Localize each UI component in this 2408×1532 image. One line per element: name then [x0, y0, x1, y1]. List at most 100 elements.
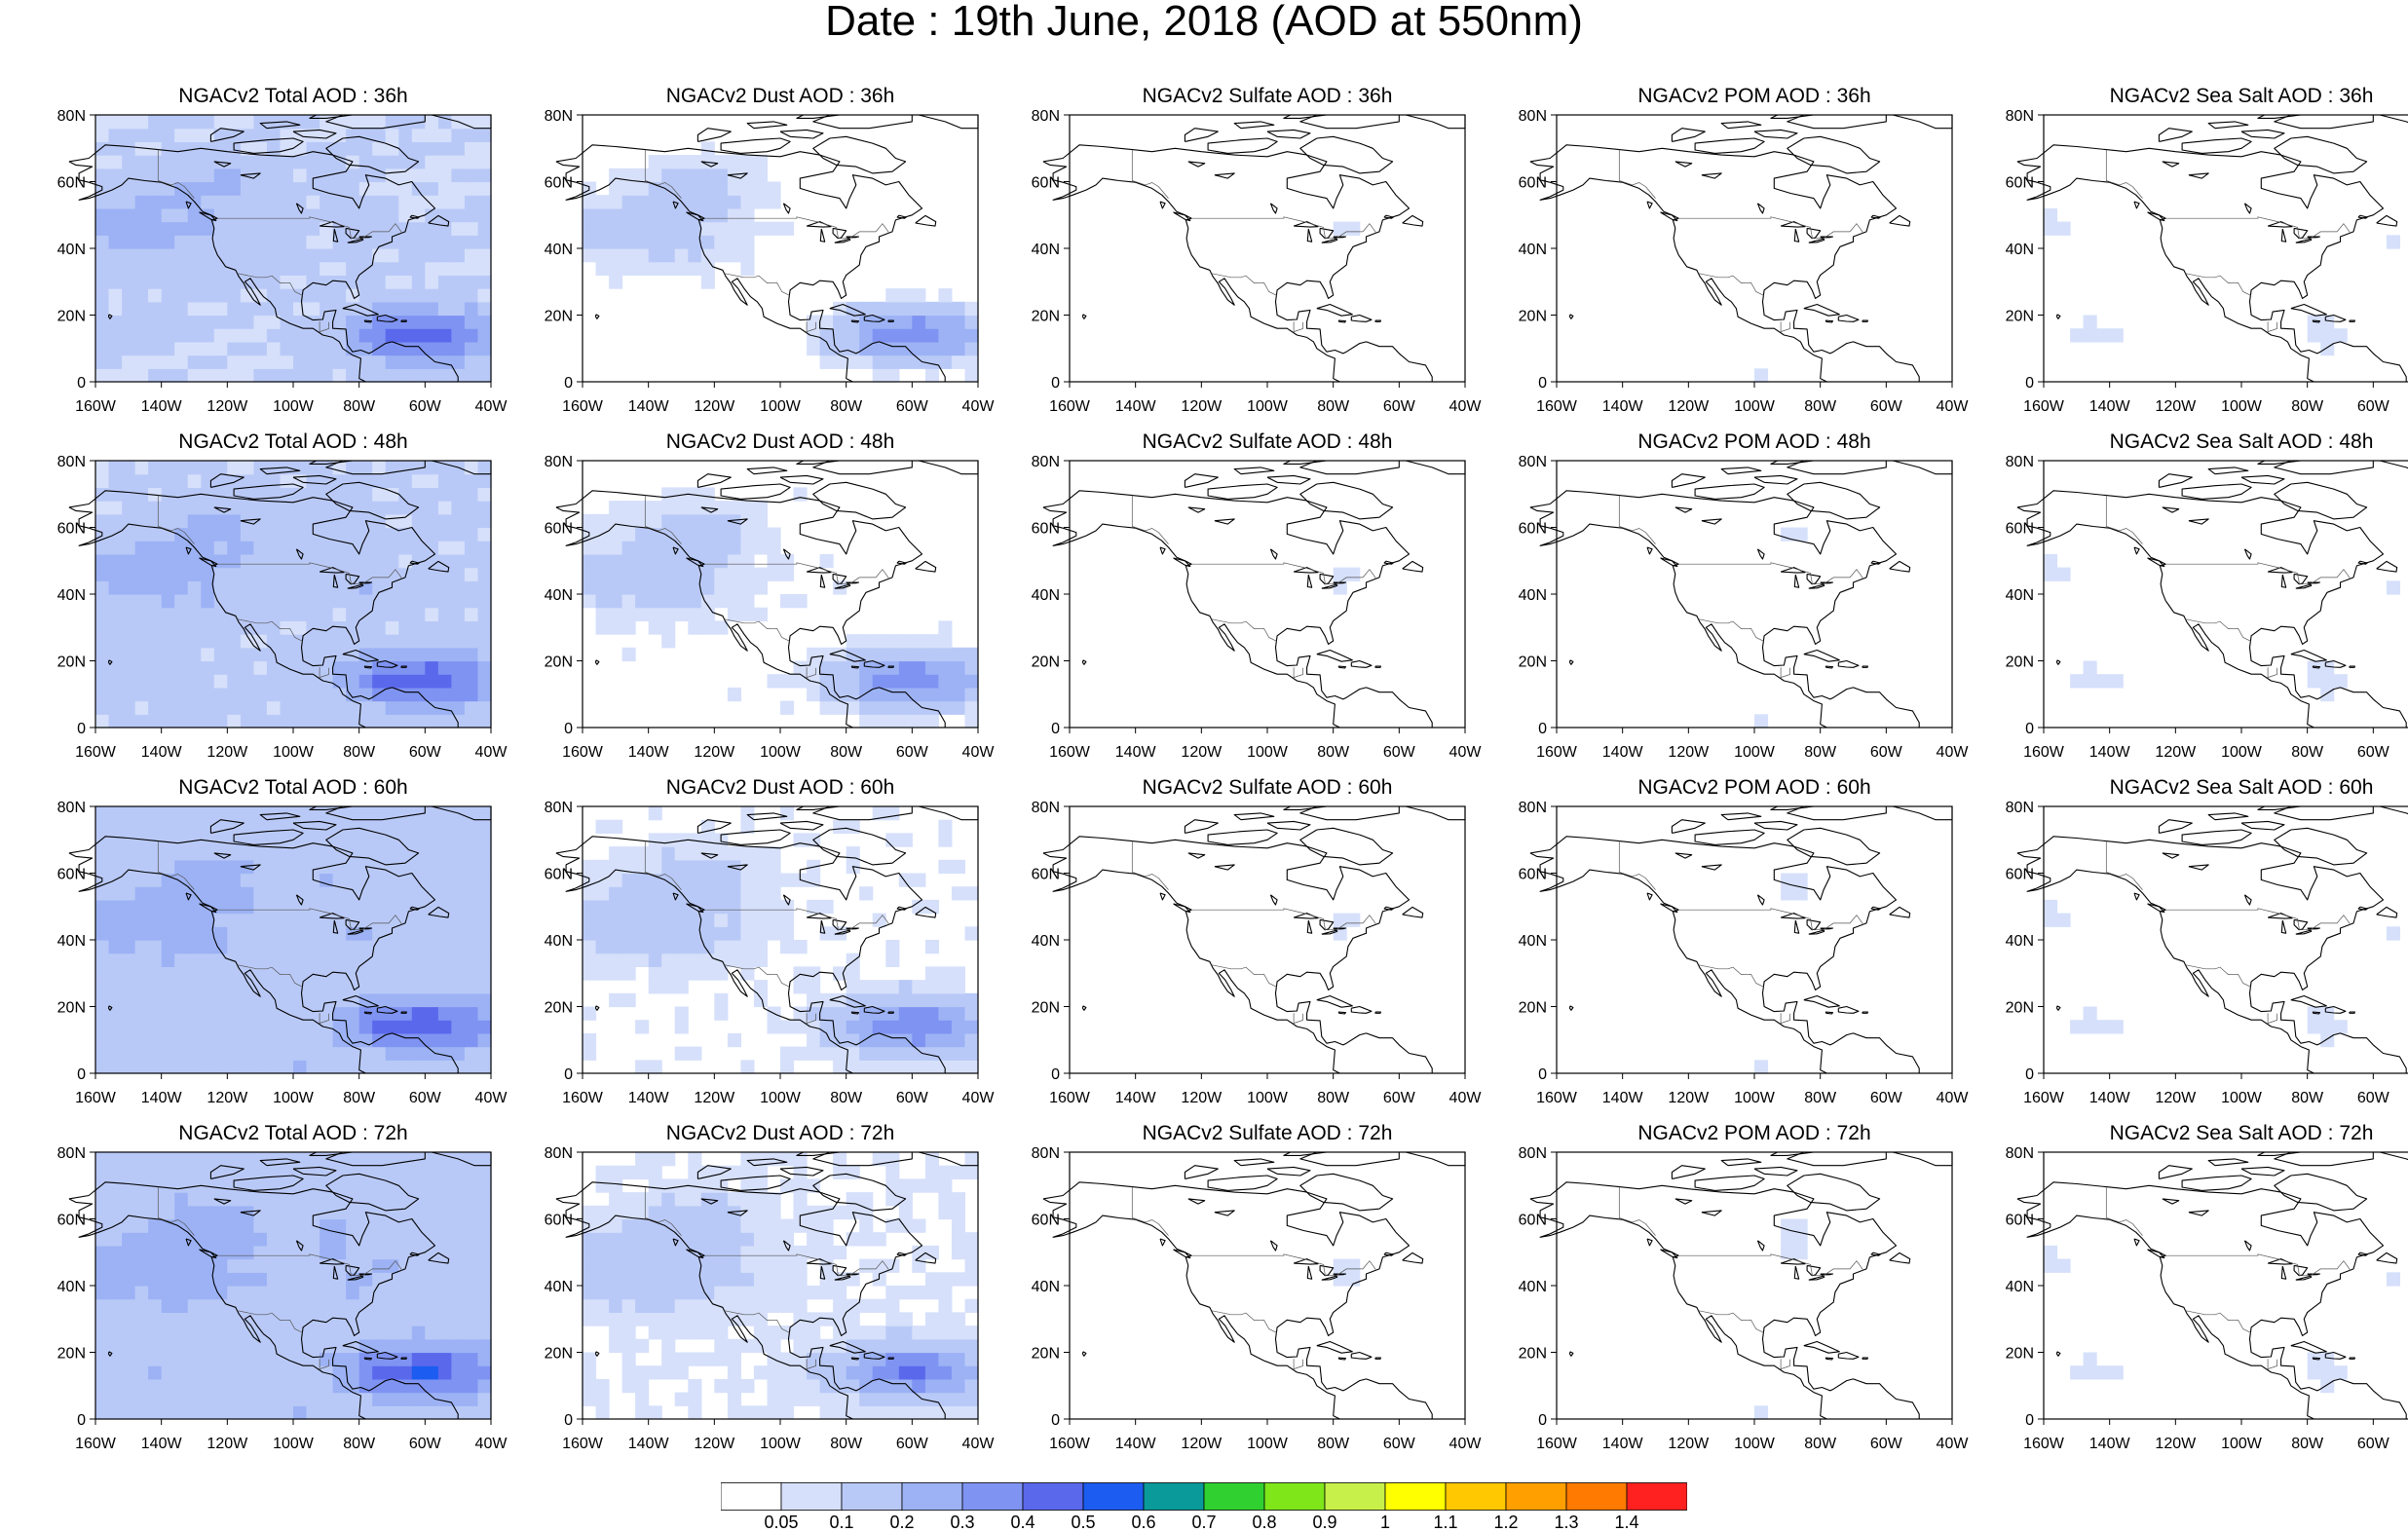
panel-title: NGACv2 Dust AOD : 72h	[665, 1122, 895, 1144]
x-tick-label: 60W	[409, 744, 442, 761]
x-tick-label: 140W	[1602, 398, 1644, 415]
x-tick-label: 140W	[2089, 1090, 2131, 1106]
panel-title: NGACv2 Sea Salt AOD : 72h	[2109, 1122, 2374, 1144]
y-tick-label: 0	[1051, 1412, 1060, 1429]
aod-field	[583, 1152, 979, 1420]
x-tick-label: 80W	[2291, 744, 2324, 761]
map-panel-dust-0: 160W 140W 120W 100W 80W 60W 40W 0 20N 40N 60N 80N NG…	[534, 86, 1021, 427]
x-tick-label: 60W	[2357, 1090, 2390, 1106]
y-tick-label: 80N	[2006, 108, 2034, 125]
y-tick-label: 40N	[545, 242, 573, 258]
coastlines	[1529, 1151, 1953, 1420]
plot-frame	[1556, 805, 1953, 1074]
x-tick-label: 80W	[1317, 744, 1350, 761]
aod-field	[1754, 1218, 1808, 1420]
x-tick-label: 120W	[1181, 1090, 1223, 1106]
y-tick-label: 20N	[57, 654, 86, 671]
y-tick-label: 80N	[1032, 1145, 1060, 1162]
x-tick-label: 160W	[1049, 1436, 1091, 1452]
x-tick-label: 80W	[830, 744, 863, 761]
x-tick-label: 80W	[830, 1090, 863, 1106]
x-tick-label: 80W	[1804, 398, 1837, 415]
y-tick-label: 0	[1538, 1412, 1547, 1429]
aod-field	[1333, 567, 1361, 595]
x-tick-label: 40W	[1449, 1090, 1483, 1106]
map-panel-seasalt-2: 160W140W120W100W80W60W40W020N40N60N80NNG…	[1995, 777, 2408, 1118]
aod-field	[95, 806, 492, 1074]
x-tick-label: 120W	[694, 1090, 735, 1106]
y-tick-label: 80N	[545, 800, 573, 816]
colorbar-label: 0.05	[764, 1513, 799, 1532]
x-tick-label: 140W	[1115, 1090, 1157, 1106]
x-tick-label: 40W	[1937, 744, 1970, 761]
x-tick-label: 160W	[75, 398, 117, 415]
y-tick-label: 20N	[57, 309, 86, 325]
colorbar-label: 1	[1379, 1513, 1391, 1532]
panel-title: NGACv2 Sulfate AOD : 60h	[1142, 776, 1393, 799]
panel-title: NGACv2 POM AOD : 48h	[1637, 430, 1871, 453]
x-tick-label: 140W	[1602, 1436, 1644, 1452]
x-tick-label: 40W	[1937, 1090, 1970, 1106]
y-tick-label: 0	[77, 1412, 86, 1429]
national-borders	[644, 1186, 889, 1370]
coastlines	[1529, 114, 1953, 383]
y-tick-label: 0	[77, 1066, 86, 1083]
y-tick-label: 0	[2025, 1066, 2034, 1083]
figure-title: Date : 19th June, 2018 (AOD at 550nm)	[825, 0, 1583, 45]
colorbar-swatch	[1565, 1482, 1628, 1511]
x-tick-label: 140W	[628, 1436, 670, 1452]
x-tick-label: 40W	[962, 744, 996, 761]
y-tick-label: 40N	[2006, 242, 2034, 258]
x-tick-label: 60W	[1870, 744, 1903, 761]
x-tick-label: 100W	[2221, 1090, 2263, 1106]
panel-title: NGACv2 Sulfate AOD : 48h	[1142, 430, 1393, 453]
y-tick-label: 40N	[1519, 587, 1547, 604]
panel-title: NGACv2 POM AOD : 60h	[1637, 776, 1871, 799]
x-tick-label: 60W	[896, 1436, 929, 1452]
x-tick-label: 60W	[1383, 1436, 1416, 1452]
x-tick-label: 120W	[1668, 1436, 1710, 1452]
x-tick-label: 100W	[2221, 744, 2263, 761]
panel-title: NGACv2 Total AOD : 36h	[178, 85, 408, 107]
national-borders	[644, 495, 889, 679]
y-tick-label: 60N	[57, 867, 86, 883]
y-tick-label: 0	[564, 375, 573, 392]
x-tick-label: 100W	[1247, 744, 1289, 761]
x-tick-label: 120W	[1181, 1436, 1223, 1452]
y-tick-label: 40N	[2006, 587, 2034, 604]
aod-field	[1754, 368, 1769, 383]
y-tick-label: 40N	[2006, 1279, 2034, 1295]
coastlines	[1042, 1151, 1466, 1420]
x-tick-label: 60W	[1870, 1090, 1903, 1106]
x-tick-label: 120W	[694, 1436, 735, 1452]
x-tick-label: 60W	[2357, 1436, 2390, 1452]
x-tick-label: 160W	[75, 1436, 117, 1452]
x-tick-label: 140W	[141, 744, 183, 761]
x-tick-label: 160W	[1049, 744, 1091, 761]
panel-title: NGACv2 Sea Salt AOD : 48h	[2109, 430, 2374, 453]
x-tick-label: 160W	[2023, 744, 2065, 761]
y-tick-label: 80N	[1519, 800, 1547, 816]
x-tick-label: 80W	[2291, 1090, 2324, 1106]
x-tick-label: 60W	[1383, 1090, 1416, 1106]
map-panel-sulfate-3: 160W 140W 120W 100W 80W 60W 40W 0 20N 40N 60N 80N NG…	[1021, 1123, 1508, 1464]
x-tick-label: 100W	[760, 1090, 802, 1106]
panel-title: NGACv2 Dust AOD : 36h	[665, 85, 895, 107]
panel-title: NGACv2 Sea Salt AOD : 36h	[2109, 85, 2374, 107]
colorbar-swatch	[780, 1482, 843, 1511]
y-tick-label: 60N	[545, 867, 573, 883]
national-borders	[1618, 149, 1863, 333]
x-tick-label: 140W	[1115, 1436, 1157, 1452]
plot-frame	[1556, 114, 1953, 383]
national-borders	[644, 149, 889, 333]
y-tick-label: 40N	[57, 933, 86, 950]
map-panel-dust-3: 160W 140W 120W 100W 80W 60W 40W 0 20N 40N 60N 80N NG…	[534, 1123, 1021, 1464]
colorbar-swatch	[1324, 1482, 1386, 1511]
